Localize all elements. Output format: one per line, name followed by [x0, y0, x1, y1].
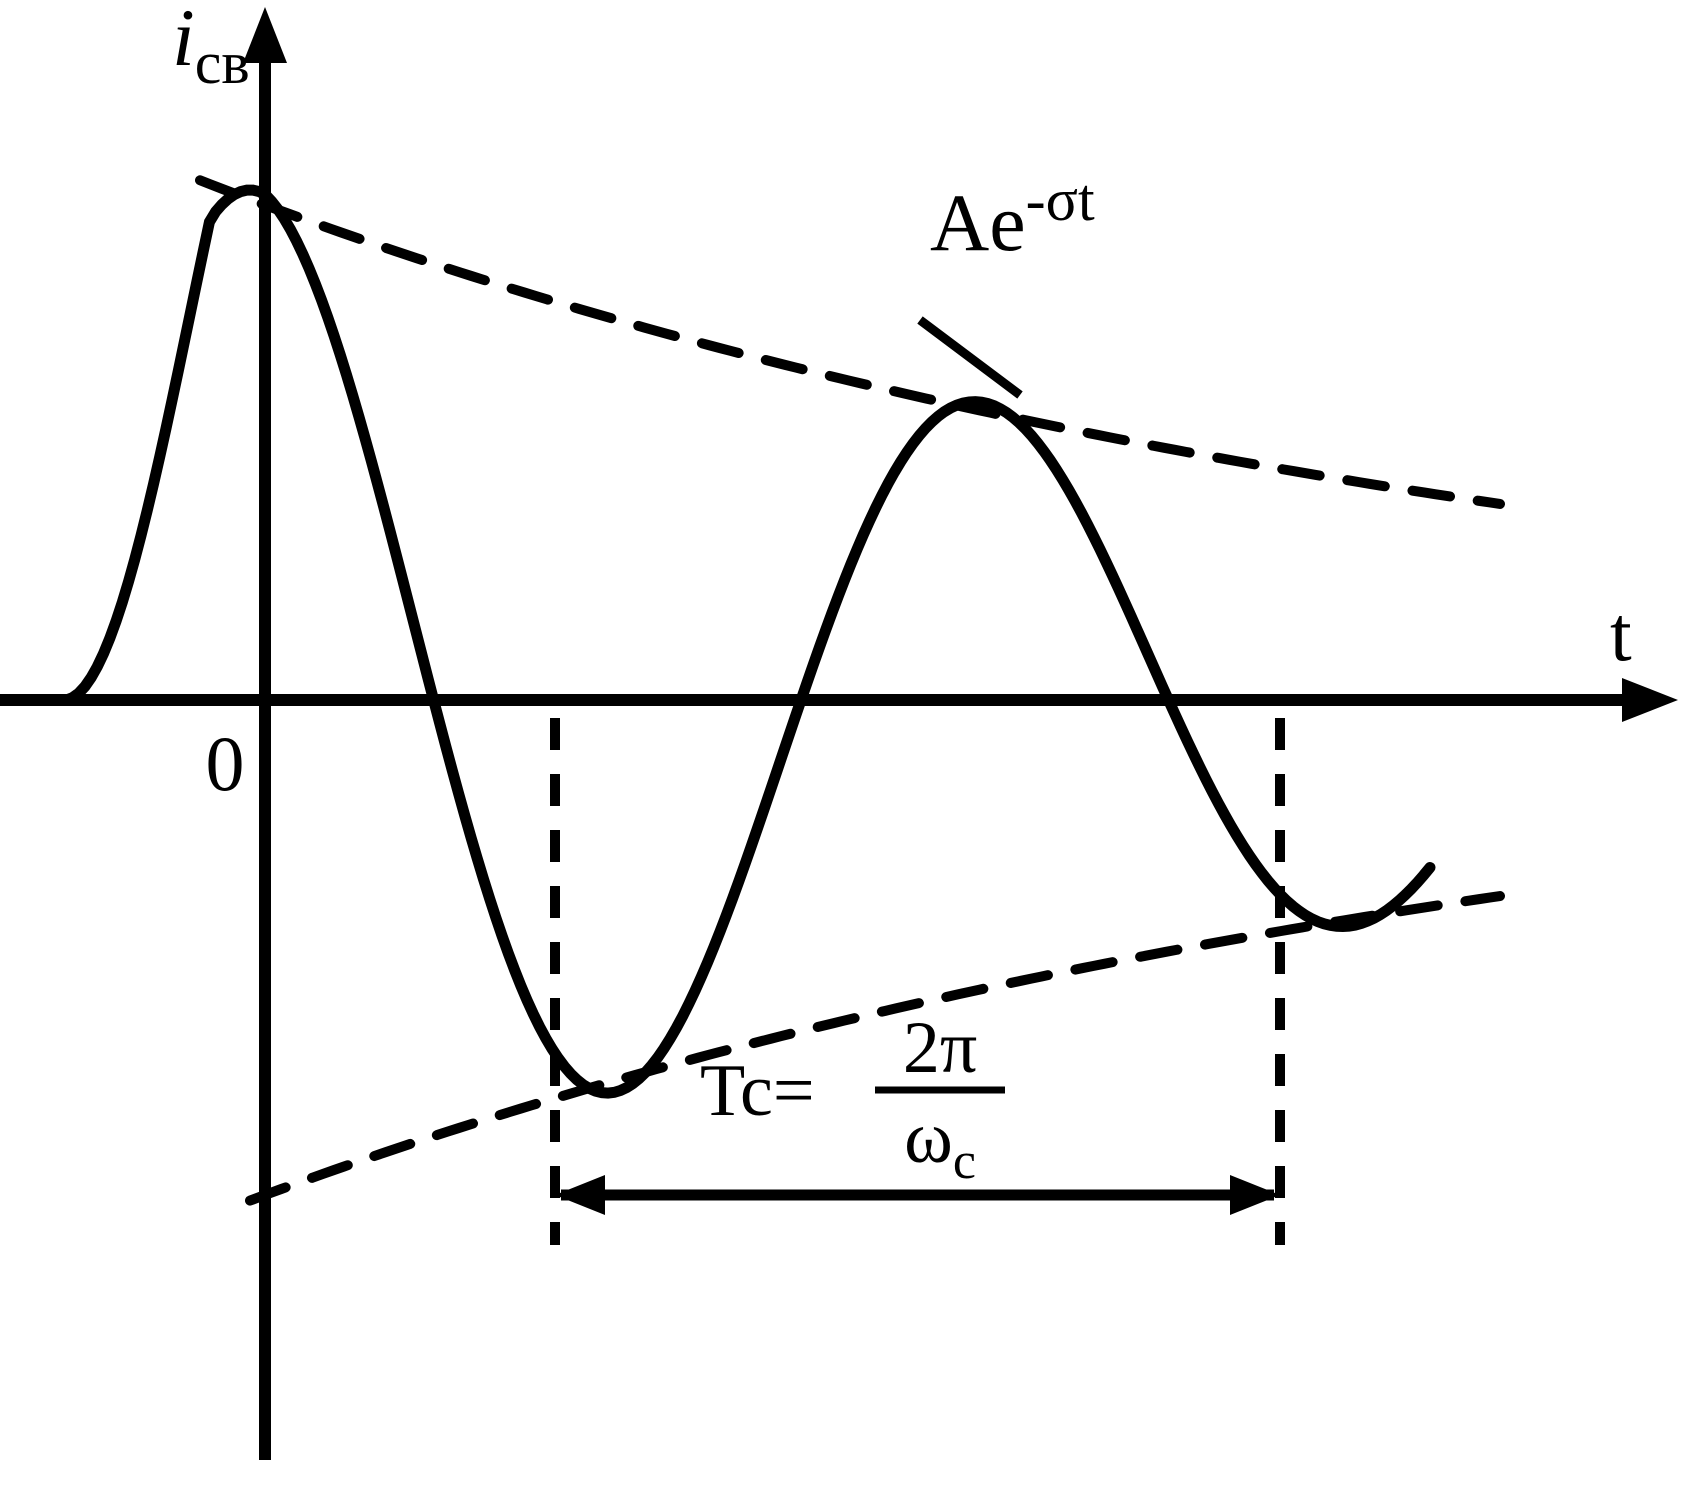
x-axis-label: t [1610, 590, 1632, 677]
period-denominator: ωc [904, 1097, 976, 1190]
period-arrow-left [555, 1175, 605, 1215]
envelope-formula: Ae-σt [930, 167, 1095, 268]
period-numerator: 2π [903, 1007, 977, 1089]
period-label-left: Tc= [700, 1050, 815, 1132]
y-axis-label: iсв [172, 0, 250, 96]
period-arrow-right [1230, 1175, 1280, 1215]
upper-envelope [200, 180, 1500, 504]
origin-label: 0 [206, 720, 245, 807]
x-axis-arrowhead [1622, 678, 1678, 722]
lower-envelope [250, 896, 1500, 1201]
envelope-pointer [920, 320, 1020, 395]
